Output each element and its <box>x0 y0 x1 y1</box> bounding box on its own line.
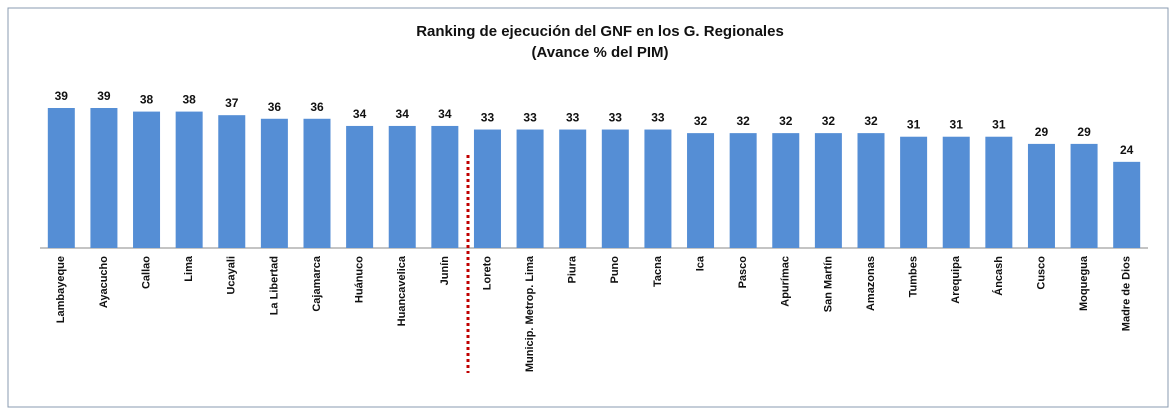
x-tick-label: Madre de Dios <box>1121 256 1133 331</box>
data-label: 32 <box>864 114 878 128</box>
data-label: 32 <box>736 114 750 128</box>
data-label: 31 <box>950 118 964 132</box>
data-label: 39 <box>55 89 69 103</box>
data-label: 34 <box>438 107 452 121</box>
bar <box>516 129 544 248</box>
x-tick-label: Tacna <box>652 255 664 287</box>
bar <box>303 118 331 249</box>
x-tick-label: Callao <box>140 256 152 289</box>
data-label: 31 <box>992 118 1006 132</box>
x-tick-label: Cusco <box>1035 256 1047 290</box>
bar <box>47 108 75 248</box>
x-tick-label: Pasco <box>737 256 749 289</box>
data-label: 38 <box>182 93 196 107</box>
x-tick-label: Junín <box>439 256 451 286</box>
bar <box>431 125 459 248</box>
bar <box>388 125 416 248</box>
x-tick-label: Ica <box>694 255 706 271</box>
data-label: 33 <box>609 111 623 125</box>
bar <box>687 133 715 248</box>
x-tick-label: Piura <box>567 255 579 283</box>
data-label: 36 <box>268 100 282 114</box>
data-label: 39 <box>97 89 111 103</box>
bar <box>133 111 161 248</box>
bar <box>346 125 374 248</box>
bar <box>218 115 246 248</box>
bar <box>473 129 501 248</box>
data-label: 29 <box>1035 125 1049 139</box>
chart-title: Ranking de ejecución del GNF en los G. R… <box>416 23 784 40</box>
bar <box>1113 161 1141 248</box>
x-tick-label: Municip. Metrop. Lima <box>524 255 536 372</box>
bar <box>857 133 885 248</box>
x-tick-label: Puno <box>609 256 621 284</box>
x-tick-label: Moquegua <box>1078 255 1090 311</box>
data-label: 32 <box>822 114 836 128</box>
data-label: 33 <box>651 111 665 125</box>
x-tick-label: Ayacucho <box>98 256 110 308</box>
x-tick-label: Ucayali <box>226 256 238 295</box>
x-tick-label: Áncash <box>992 256 1005 296</box>
x-tick-label: Huancavelica <box>396 255 408 326</box>
bar <box>1027 143 1055 248</box>
x-tick-label: Cajamarca <box>311 255 323 312</box>
bar <box>644 129 672 248</box>
bar <box>559 129 587 248</box>
data-label: 36 <box>310 100 324 114</box>
data-label: 38 <box>140 93 154 107</box>
data-label: 33 <box>566 111 580 125</box>
data-label: 34 <box>396 107 410 121</box>
data-label: 34 <box>353 107 367 121</box>
bar <box>90 108 118 248</box>
data-label: 31 <box>907 118 921 132</box>
data-label: 32 <box>694 114 708 128</box>
bar <box>729 133 757 248</box>
bar <box>985 136 1013 248</box>
x-tick-label: Lambayeque <box>55 256 67 323</box>
data-label: 29 <box>1077 125 1091 139</box>
bar <box>900 136 928 248</box>
x-tick-label: Apurímac <box>780 256 792 307</box>
bar <box>260 118 288 249</box>
bar <box>175 111 203 248</box>
data-label: 33 <box>481 111 495 125</box>
bar <box>942 136 970 248</box>
x-tick-label: Amazonas <box>865 256 877 311</box>
chart-subtitle: (Avance % del PIM) <box>532 44 669 61</box>
data-label: 24 <box>1120 143 1134 157</box>
bar <box>814 133 842 248</box>
bar <box>772 133 800 248</box>
data-label: 32 <box>779 114 793 128</box>
x-tick-label: Lima <box>183 255 195 282</box>
data-label: 37 <box>225 96 239 110</box>
bar <box>1070 143 1098 248</box>
x-tick-label: Arequipa <box>950 255 962 304</box>
x-tick-label: Huánuco <box>354 256 366 303</box>
x-tick-label: Tumbes <box>908 256 920 297</box>
x-tick-label: Loreto <box>481 256 493 291</box>
x-tick-label: San Martín <box>822 256 834 313</box>
data-label: 33 <box>523 111 537 125</box>
bar <box>601 129 629 248</box>
x-tick-label: La Libertad <box>268 256 280 315</box>
